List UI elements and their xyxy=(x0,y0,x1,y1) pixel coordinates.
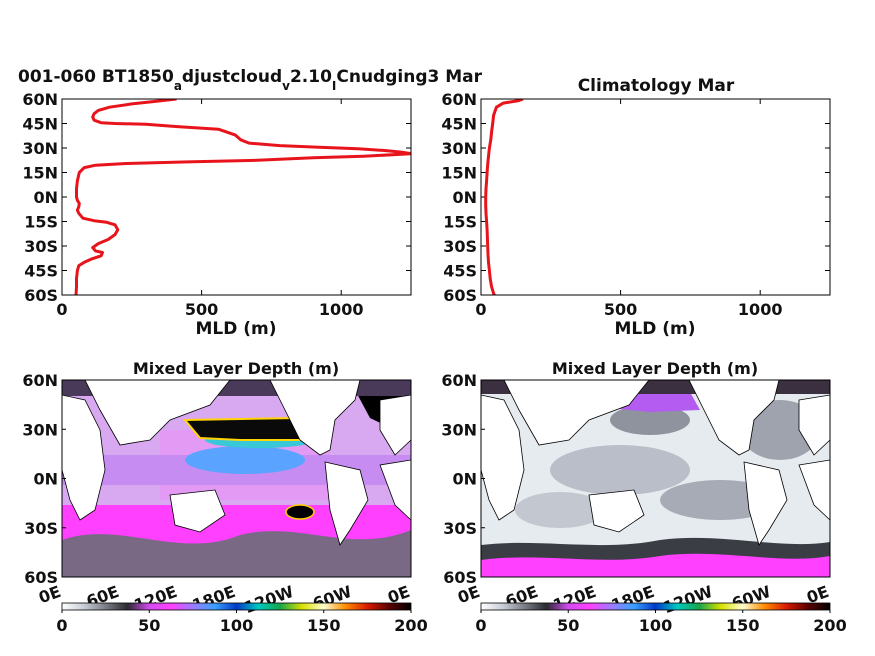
title-part-end: Cnudging3 Mar xyxy=(336,67,482,87)
continent-north-america-right xyxy=(688,380,780,456)
line-right-y-tick-label: 60N xyxy=(441,90,477,109)
map-field-grey-patch-5-right xyxy=(610,405,690,435)
series-line-right xyxy=(484,99,524,295)
map-right-lon-tick-label: 120W xyxy=(661,582,716,617)
map-field-grey-patch-1-right xyxy=(550,445,690,495)
series-line-left xyxy=(74,99,411,295)
line-right-y-tick-label: 0N xyxy=(452,188,477,207)
map-left-colorbar-tick-label: 100 xyxy=(220,616,253,635)
title-part-main: 001-060 BT1850 xyxy=(18,67,174,87)
map-right-lat-tick-label: 30N xyxy=(441,420,477,439)
map-right-colorbar-tick-label: 100 xyxy=(639,616,672,635)
line-left-y-tick-label: 0N xyxy=(33,188,58,207)
map-left-lat-tick-label: 0N xyxy=(33,470,58,489)
map-field-south-atlantic-deep-left xyxy=(285,504,315,520)
line-left-y-tick-label: 45S xyxy=(24,262,58,281)
map-field-southern-grey-left xyxy=(62,530,411,577)
line-left-x-tick-label: 500 xyxy=(185,300,218,319)
line-left-y-tick-label: 30S xyxy=(24,237,58,256)
x-axis-label-right: MLD (m) xyxy=(614,319,695,339)
map-title-left: Mixed Layer Depth (m) xyxy=(133,359,339,378)
title-part-sub3: I xyxy=(332,79,336,93)
continent-north-america-left xyxy=(269,380,361,456)
line-right-y-tick-label: 30N xyxy=(441,139,477,158)
plot-frame-left xyxy=(61,98,412,296)
title-part-sub1: a xyxy=(174,79,182,93)
continent-australia-left xyxy=(169,489,226,533)
map-left-lat-tick-label: 60S xyxy=(24,568,58,587)
map-field-grey-patch-3-right xyxy=(515,492,605,528)
line-left-y-tick-label: 15N xyxy=(22,164,58,183)
map-left-colorbar-tick-label: 200 xyxy=(394,616,427,635)
continent-asia-right xyxy=(503,380,650,446)
map-field-blue-patch-left xyxy=(185,446,305,474)
panel-line-left: 001-060 BT1850adjustcloudv2.10ICnudging3… xyxy=(18,67,483,339)
line-left-y-tick-label: 15S xyxy=(24,213,58,232)
plot-frame-right xyxy=(480,98,831,296)
line-right-y-tick-label: 60S xyxy=(443,286,477,305)
line-left-y-tick-label: 30N xyxy=(22,139,58,158)
panel-line-right: Climatology Mar 60N45N30N15N0N15S30S45S6… xyxy=(441,76,831,339)
map-right-lat-tick-label: 30S xyxy=(443,519,477,538)
map-right-lat-tick-label: 60S xyxy=(443,568,477,587)
title-part-sub2: v xyxy=(282,79,290,93)
map-left-colorbar-tick-label: 0 xyxy=(56,616,67,635)
map-right-colorbar-tick-label: 200 xyxy=(813,616,846,635)
line-right-y-tick-label: 45S xyxy=(443,262,477,281)
line-right-y-tick-label: 15N xyxy=(441,164,477,183)
line-left-x-tick-label: 0 xyxy=(56,300,67,319)
title-part-mid2: 2.10 xyxy=(290,67,332,87)
line-right-x-tick-label: 500 xyxy=(604,300,637,319)
map-title-right: Mixed Layer Depth (m) xyxy=(552,359,758,378)
line-left-y-tick-label: 60S xyxy=(24,286,58,305)
colorbar-right xyxy=(480,602,831,611)
map-right-lat-tick-label: 0N xyxy=(452,470,477,489)
continent-africa-east-left xyxy=(379,459,411,521)
map-left-lat-tick-label: 30S xyxy=(24,519,58,538)
continent-africa-east-right xyxy=(798,459,830,521)
line-right-y-tick-label: 15S xyxy=(443,213,477,232)
continent-asia-left xyxy=(84,380,231,446)
continent-europe-right xyxy=(798,394,830,456)
colorbar-left xyxy=(61,602,412,611)
map-left-lat-tick-label: 30N xyxy=(22,420,58,439)
line-left-x-tick-label: 1000 xyxy=(319,300,364,319)
map-right-colorbar-tick-label: 50 xyxy=(557,616,579,635)
title-part-mid1: djustcloud xyxy=(182,67,282,87)
line-right-y-tick-label: 30S xyxy=(443,237,477,256)
map-right-colorbar-tick-label: 0 xyxy=(475,616,486,635)
map-left-colorbar-tick-label: 50 xyxy=(138,616,160,635)
continent-africa-right xyxy=(481,394,525,521)
chart-title-right: Climatology Mar xyxy=(578,76,735,96)
panel-map-left: Mixed Layer Depth (m) xyxy=(22,359,427,635)
line-right-x-tick-label: 1000 xyxy=(738,300,783,319)
line-right-y-tick-label: 45N xyxy=(441,115,477,134)
colorbar-ticks-right: 0 50 100 150 200 xyxy=(475,610,847,635)
continent-south-america-right xyxy=(743,461,788,546)
continent-europe-left xyxy=(379,394,411,456)
continent-australia-right xyxy=(588,489,645,533)
line-left-y-tick-label: 60N xyxy=(22,90,58,109)
line-right-x-tick-label: 0 xyxy=(475,300,486,319)
line-left-y-tick-label: 45N xyxy=(22,115,58,134)
x-axis-label-left: MLD (m) xyxy=(195,319,276,339)
map-right-colorbar-tick-label: 150 xyxy=(726,616,759,635)
map-field-southern-grey-right xyxy=(481,537,830,560)
chart-title-left: 001-060 BT1850adjustcloudv2.10ICnudging3… xyxy=(18,67,483,93)
map-left-colorbar-tick-label: 150 xyxy=(307,616,340,635)
continent-south-america-left xyxy=(324,461,369,546)
colorbar-ticks-left: 0 50 100 150 200 xyxy=(56,610,428,635)
continent-africa-left xyxy=(62,394,106,521)
map-right-lat-tick-label: 60N xyxy=(441,371,477,390)
map-left-lon-tick-label: 120W xyxy=(242,582,297,617)
map-left-lat-tick-label: 60N xyxy=(22,371,58,390)
